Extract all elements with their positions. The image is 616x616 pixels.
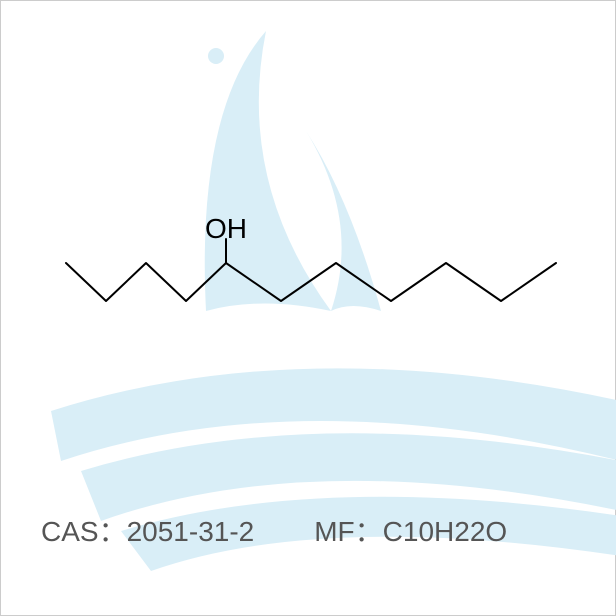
mf-value: C10H22O	[383, 516, 508, 547]
info-row: CAS：2051-31-2 MF：C10H22O	[41, 510, 577, 550]
image-frame: OH CAS：2051-31-2 MF：C10H22O	[0, 0, 616, 616]
mf-label: MF：	[314, 516, 382, 547]
hydroxyl-label: OH	[205, 213, 247, 245]
cas-value: 2051-31-2	[127, 516, 255, 547]
molecular-formula: MF：C10H22O	[314, 510, 507, 550]
cas-number: CAS：2051-31-2	[41, 510, 254, 550]
cas-label: CAS：	[41, 516, 127, 547]
